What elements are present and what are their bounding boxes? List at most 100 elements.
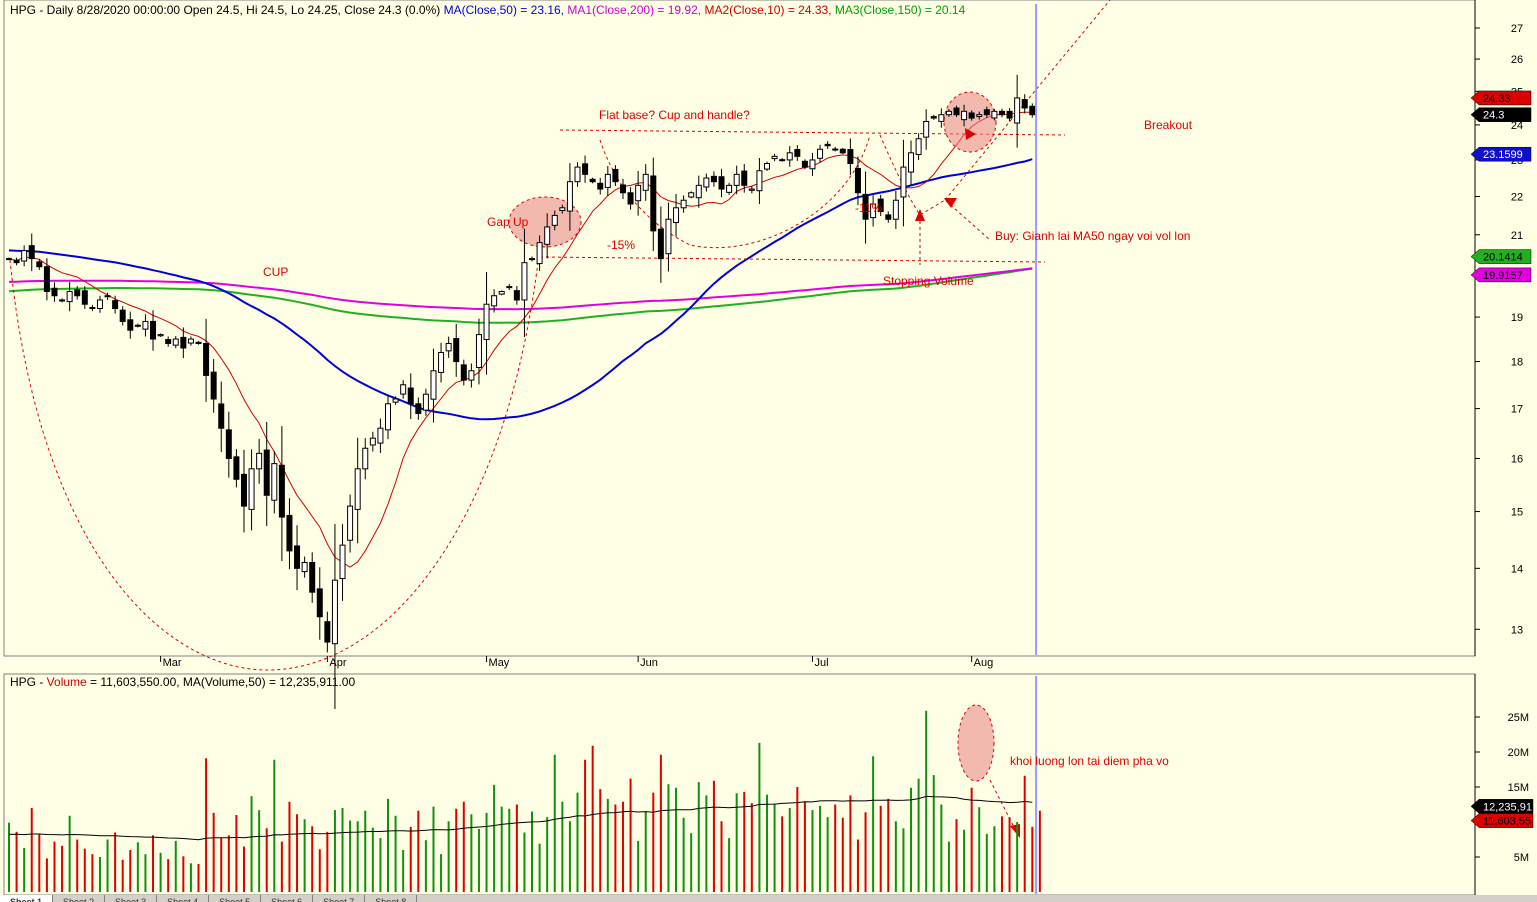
candle-body bbox=[718, 176, 725, 190]
candle bbox=[233, 449, 240, 488]
candle-body bbox=[43, 266, 50, 293]
candle bbox=[203, 318, 210, 402]
candle bbox=[362, 438, 369, 480]
candle bbox=[1029, 103, 1036, 118]
ma50-line bbox=[8, 158, 1033, 421]
candle bbox=[157, 333, 164, 337]
candle bbox=[498, 290, 505, 296]
sheet-tab[interactable]: Sheet 3 bbox=[105, 895, 158, 902]
base-curve bbox=[599, 134, 871, 249]
candle bbox=[104, 292, 111, 300]
candle bbox=[673, 194, 680, 237]
candle bbox=[43, 258, 50, 301]
candle-body bbox=[225, 429, 232, 459]
breakout-label: Breakout bbox=[1144, 118, 1193, 132]
cup-curve bbox=[9, 244, 541, 671]
candle-body bbox=[210, 371, 217, 400]
candle-body bbox=[832, 148, 839, 151]
sheet-tab[interactable]: Sheet 2 bbox=[53, 895, 106, 902]
candle bbox=[733, 165, 740, 195]
ma200-legend: MA1(Close,200) = 19.92, bbox=[567, 3, 702, 17]
candle-body bbox=[89, 307, 96, 310]
candle-body bbox=[59, 299, 66, 302]
sheet-tab[interactable]: Sheet 8 bbox=[365, 895, 418, 902]
candle bbox=[877, 194, 884, 217]
candle bbox=[589, 177, 596, 184]
sheet-tab[interactable]: Sheet 4 bbox=[157, 895, 210, 902]
candle-body bbox=[377, 427, 384, 444]
candle bbox=[544, 213, 551, 259]
price-tick-label: 21 bbox=[1511, 230, 1523, 242]
candle bbox=[354, 437, 361, 544]
candle bbox=[28, 233, 35, 272]
candle-body bbox=[945, 110, 952, 116]
candle bbox=[316, 567, 323, 640]
candle-body bbox=[597, 182, 604, 190]
candle-body bbox=[460, 364, 467, 381]
candle bbox=[854, 156, 861, 206]
candle-body bbox=[271, 463, 278, 501]
candle-body bbox=[786, 152, 793, 161]
candle bbox=[695, 175, 702, 208]
volume-legend: Volume bbox=[46, 675, 87, 689]
price-header: HPG - Daily 8/28/2020 00:00:00 Open 24.5… bbox=[10, 3, 965, 17]
close-tag: 24.3 bbox=[1483, 110, 1504, 122]
candle-body bbox=[324, 621, 331, 643]
candle bbox=[786, 146, 793, 167]
candle-body bbox=[566, 181, 573, 212]
candle-body bbox=[415, 403, 422, 414]
candle bbox=[339, 524, 346, 601]
candle bbox=[862, 171, 869, 244]
candle bbox=[748, 185, 755, 194]
candle-body bbox=[172, 338, 179, 346]
price-tick-label: 22 bbox=[1511, 191, 1523, 203]
candle-body bbox=[726, 184, 733, 193]
candle-body bbox=[13, 259, 20, 264]
candle-body bbox=[847, 149, 854, 165]
candle bbox=[953, 105, 960, 118]
candle bbox=[81, 286, 88, 309]
candle bbox=[892, 190, 899, 229]
candle-body bbox=[453, 338, 460, 363]
candle bbox=[127, 311, 134, 339]
ma150-tag: 20.1414 bbox=[1483, 252, 1523, 264]
candle-body bbox=[839, 148, 846, 154]
ma10-tag-box bbox=[1470, 90, 1532, 106]
candle-body bbox=[976, 114, 983, 117]
candle bbox=[900, 139, 907, 227]
volume-tick-label: 15M bbox=[1508, 782, 1529, 794]
ticker-info: HPG - Daily 8/28/2020 00:00:00 Open 24.5… bbox=[10, 3, 441, 17]
candle bbox=[817, 144, 824, 163]
ma150-tag-box bbox=[1470, 249, 1532, 264]
candle-body bbox=[809, 159, 816, 170]
candle bbox=[847, 138, 854, 175]
candle-body bbox=[885, 214, 892, 220]
ma10-line bbox=[8, 111, 1033, 568]
sheet-tab[interactable]: Sheet 5 bbox=[209, 895, 262, 902]
candle bbox=[657, 206, 664, 283]
volume-tick-label: 20M bbox=[1508, 747, 1529, 759]
candle-body bbox=[589, 178, 596, 183]
month-tick-label: Jun bbox=[640, 657, 658, 669]
candle bbox=[930, 114, 937, 120]
candle-body bbox=[339, 544, 346, 580]
candle bbox=[491, 289, 498, 313]
candle bbox=[710, 171, 717, 187]
candle-body bbox=[604, 173, 611, 188]
candle-body bbox=[915, 138, 922, 155]
candle-body bbox=[870, 203, 877, 219]
candle-body bbox=[475, 334, 482, 368]
candle bbox=[112, 295, 119, 314]
candle-body bbox=[748, 188, 755, 191]
sheet-tab[interactable]: Sheet 1 bbox=[0, 895, 54, 902]
candle bbox=[680, 195, 687, 213]
candle-body bbox=[354, 468, 361, 510]
candle-body bbox=[513, 290, 520, 301]
price-tick-label: 24 bbox=[1511, 120, 1523, 132]
candle bbox=[870, 195, 877, 227]
candle-body bbox=[218, 403, 225, 429]
volume-tag: 11,603,55 bbox=[1483, 816, 1531, 828]
sheet-tab[interactable]: Sheet 6 bbox=[261, 895, 314, 902]
candle bbox=[385, 394, 391, 440]
sheet-tab[interactable]: Sheet 7 bbox=[313, 895, 366, 902]
